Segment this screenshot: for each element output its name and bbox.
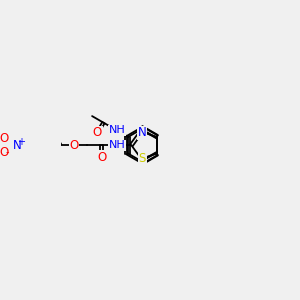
Text: NH: NH [109, 125, 125, 135]
Text: NH: NH [109, 140, 125, 150]
Text: +: + [17, 137, 25, 147]
Text: O: O [97, 151, 106, 164]
Text: O: O [0, 146, 8, 159]
Text: O: O [93, 126, 102, 140]
Text: N: N [13, 139, 22, 152]
Text: O: O [0, 132, 8, 145]
Text: -: - [5, 147, 9, 158]
Text: O: O [70, 139, 79, 152]
Text: N: N [138, 127, 147, 140]
Text: S: S [139, 152, 146, 165]
